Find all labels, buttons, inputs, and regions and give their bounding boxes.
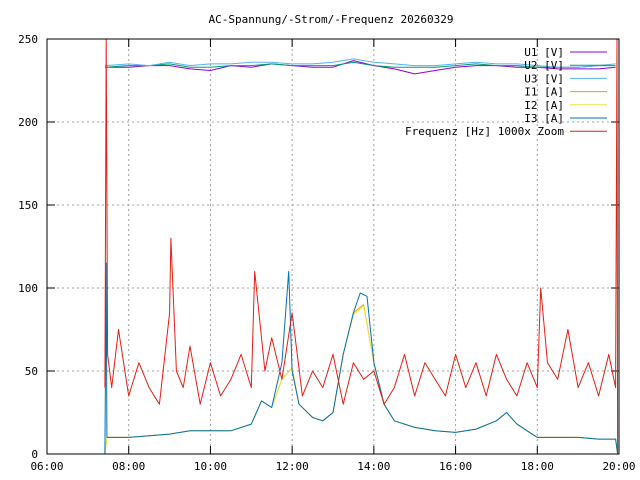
series-layer	[104, 38, 619, 455]
y-tick-label: 150	[18, 199, 38, 212]
x-tick-label: 08:00	[112, 460, 145, 473]
x-tick-label: 06:00	[30, 460, 63, 473]
legend-label: U1 [V]	[524, 46, 564, 59]
plot-border	[46, 38, 620, 455]
x-tick-label: 14:00	[357, 460, 390, 473]
x-tick-label: 20:00	[602, 460, 635, 473]
series-line-7	[104, 38, 619, 455]
legend-label: Frequenz [Hz] 1000x Zoom	[405, 125, 564, 138]
legend-label: U3 [V]	[524, 72, 564, 85]
x-tick-label: 18:00	[521, 460, 554, 473]
legend-label: U2 [V]	[524, 59, 564, 72]
y-tick-label: 250	[18, 33, 38, 46]
legend-label: I3 [A]	[524, 112, 564, 125]
x-tick-label: 10:00	[194, 460, 227, 473]
legend-label: I1 [A]	[524, 86, 564, 99]
tick-layer: 0 50 100 150 200 250 06:00 08:00 10:00 12:00 14:00…	[18, 33, 635, 473]
y-tick-label: 0	[31, 448, 38, 461]
x-tick-label: 12:00	[276, 460, 309, 473]
series-line-2	[104, 61, 616, 68]
y-tick-label: 50	[25, 365, 38, 378]
legend-label: I2 [A]	[524, 99, 564, 112]
y-tick-label: 200	[18, 116, 38, 129]
chart-title: AC-Spannung/-Strom/-Frequenz 20260329	[208, 13, 453, 26]
legend: U1 [V]U2 [V]U3 [V]I1 [A]I2 [A]I3 [A]Freq…	[405, 46, 607, 138]
x-tick-label: 16:00	[439, 460, 472, 473]
series-line-6	[104, 262, 619, 455]
series-line-3	[104, 58, 616, 68]
y-tick-label: 100	[18, 282, 38, 295]
series-line-4	[104, 304, 619, 455]
